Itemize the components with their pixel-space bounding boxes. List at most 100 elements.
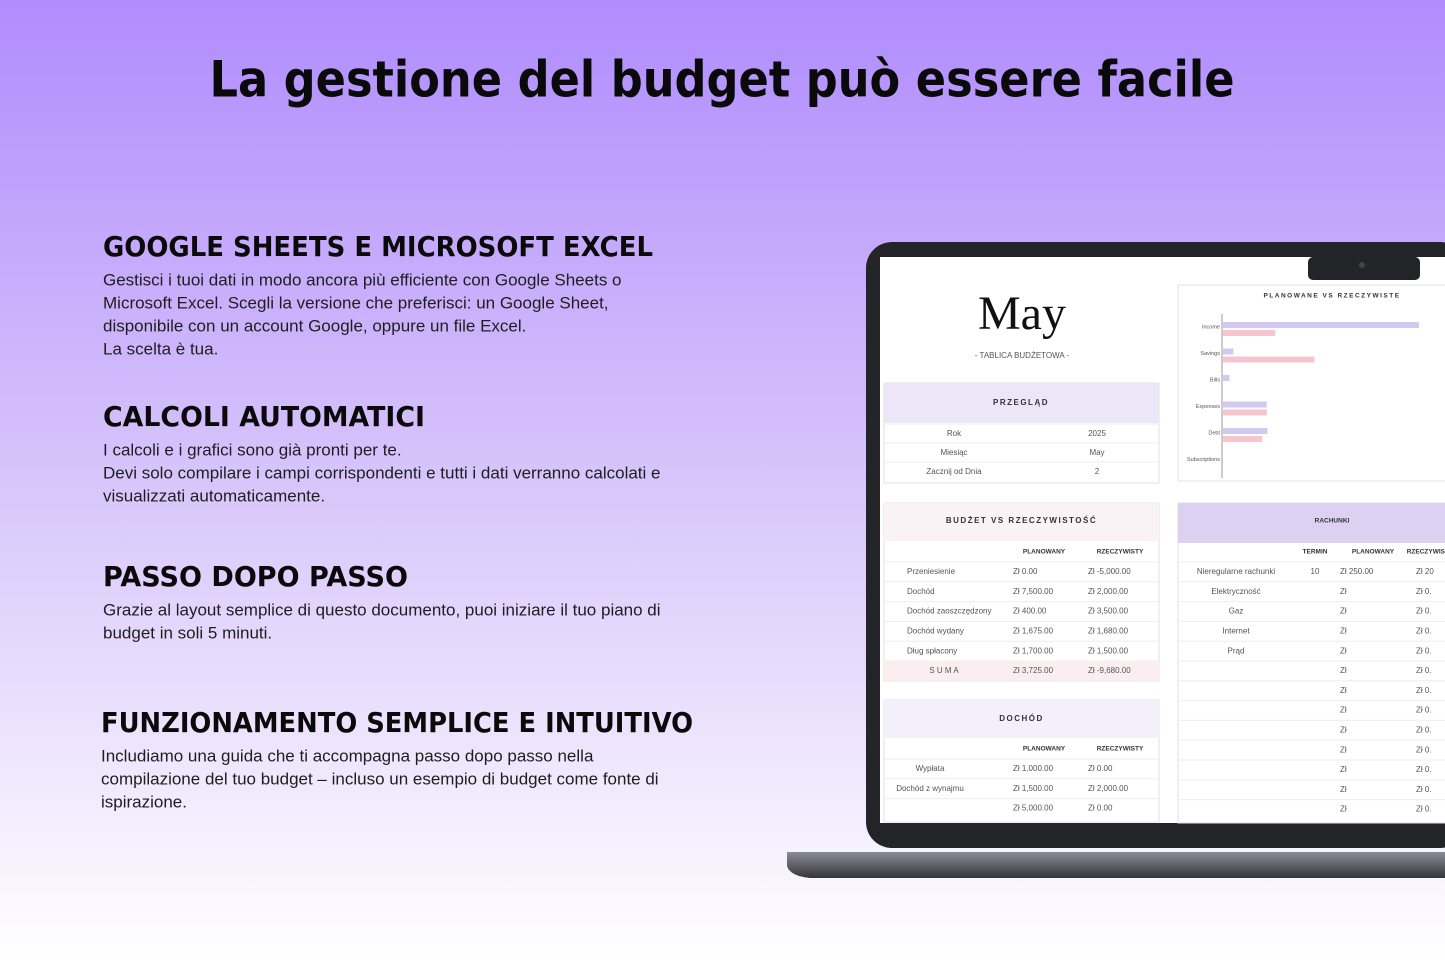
cell: Miesiąc [940,448,967,457]
cell: Zł [1340,607,1347,616]
category-label: Savings [1200,351,1220,357]
cell: Zł 0.00 [1013,567,1038,576]
bar [1223,401,1267,408]
panel-header [1178,503,1445,543]
cell: Zł 0. [1416,785,1432,794]
column-header: TERMIN [1303,549,1328,556]
cell: Zł 3,725.00 [1013,666,1054,675]
column-header: PLANOWANY [1352,549,1395,556]
section-text: ispirazione. [101,792,187,811]
cell: Zł 0. [1416,805,1432,814]
cell: 2025 [1088,429,1106,438]
bar [1223,428,1268,434]
bar [1223,330,1276,336]
cell: Zł 1,680.00 [1088,627,1129,636]
cell: Nieregularne rachunki [1197,567,1275,576]
cell: Zł 1,000.00 [1013,764,1054,773]
bar [1223,375,1230,381]
bar [1223,322,1419,328]
section-heading: GOOGLE SHEETS E MICROSOFT EXCEL [103,230,653,263]
bar [1223,356,1315,363]
cell: Zł 0. [1416,587,1432,596]
section-text: Includiamo una guida che ti accompagna p… [101,746,594,765]
cell: Zł 0.00 [1088,764,1113,773]
column-header: PLANOWANY [1023,549,1066,556]
cell: Zł 3,500.00 [1088,607,1129,616]
camera-notch [1308,257,1420,280]
column-header: PLANOWANY [1023,746,1066,753]
panel-title: PRZEGLĄD [993,398,1049,407]
cell: Dochód wydany [907,627,964,636]
cell: Zł [1340,646,1347,655]
total-row [884,661,1159,680]
cell: Zacznij od Dnia [926,467,982,476]
cell: Zł [1340,765,1347,774]
cell: Zł -9,680.00 [1088,666,1131,675]
cell: Zł 0. [1416,666,1432,675]
panel-title: BUDŻET VS RZECZYWISTOŚĆ [946,516,1097,525]
cell: Zł [1340,726,1347,735]
section-text: disponibile con un account Google, oppur… [103,316,526,335]
cell: Zł 250.00 [1340,567,1374,576]
cell: Zł 0. [1416,726,1432,735]
cell: Zł 5,000.00 [1013,804,1054,813]
section-heading: CALCOLI AUTOMATICI [103,400,425,433]
cell: Zł 0. [1416,765,1432,774]
category-label: Subscriptions [1187,457,1220,463]
laptop-base [787,852,1445,878]
cell: Dług spłacony [907,646,957,655]
cell: Zł 1,500.00 [1013,784,1054,793]
cell: May [1089,448,1104,457]
section-text: I calcoli e i grafici sono già pronti pe… [103,440,402,459]
cell: Zł [1340,785,1347,794]
cell: Zł 2,000.00 [1088,784,1129,793]
category-label: Expenses [1196,404,1220,410]
cell: Prąd [1228,646,1245,655]
cell: Dochód [907,587,935,596]
cell: Wypłata [916,764,945,773]
cell: Zł 0.00 [1088,804,1113,813]
panel-title: DOCHÓD [999,714,1044,723]
category-label: Bills [1210,377,1220,383]
cell: Zł [1340,706,1347,715]
column-header: RZECZYWISTY [1407,549,1445,556]
cell: Zł [1340,686,1347,695]
cell: Zł 1,700.00 [1013,646,1054,655]
cell: Internet [1222,627,1250,636]
cell: Zł 0. [1416,627,1432,636]
panel-header [884,383,1159,423]
panel-header [884,700,1159,738]
chart-title: PLANOWANE VS RZECZYWISTE [1263,293,1400,300]
month: May [978,287,1066,340]
section-text: Microsoft Excel. Scegli la versione che … [103,293,609,312]
panel-header [884,503,1159,541]
cell: Zł 0. [1416,686,1432,695]
cell: Zł -5,000.00 [1088,567,1131,576]
cell: Zł 2,000.00 [1088,587,1129,596]
cell: Elektryczność [1211,587,1260,596]
cell: Zł [1340,587,1347,596]
cell: Zł [1340,805,1347,814]
cell: Gaz [1229,607,1244,616]
section-text: budget in soli 5 minuti. [103,623,272,642]
cell: 2 [1095,467,1100,476]
panel-title: RACHUNKI [1315,518,1350,525]
cell: Zł 400.00 [1013,607,1047,616]
cell: S U M A [929,666,959,675]
section-heading: PASSO DOPO PASSO [103,560,408,593]
section-text: compilazione del tuo budget – incluso un… [101,769,659,788]
cell: Zł 0. [1416,646,1432,655]
column-header: RZECZYWISTY [1097,549,1144,556]
cell: Zł 0. [1416,607,1432,616]
cell: Przeniesienie [907,567,956,576]
camera [1359,262,1365,268]
cell: Zł 0. [1416,706,1432,715]
section-text: visualizzati automaticamente. [103,486,325,505]
bar [1223,348,1234,355]
cell: Zł [1340,666,1347,675]
sheet-subtitle: - TABLICA BUDŻETOWA - [975,351,1070,360]
cell: Dochód zaoszczędzony [907,607,992,616]
cell: Zł [1340,627,1347,636]
section-text: Grazie al layout semplice di questo docu… [103,600,661,619]
